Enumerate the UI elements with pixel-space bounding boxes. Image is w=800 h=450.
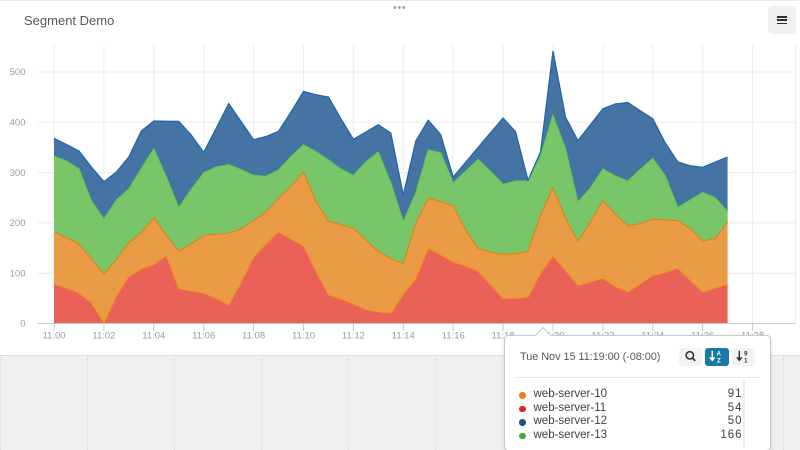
svg-text:200: 200 — [10, 218, 26, 229]
svg-text:A: A — [717, 351, 722, 357]
svg-text:0: 0 — [20, 319, 25, 330]
svg-text:400: 400 — [10, 118, 26, 129]
svg-text:1: 1 — [744, 358, 748, 364]
svg-text:11:10: 11:10 — [292, 331, 315, 342]
svg-text:9: 9 — [744, 351, 748, 357]
svg-text:11:12: 11:12 — [342, 331, 365, 342]
svg-text:11:14: 11:14 — [392, 331, 415, 342]
svg-text:11:18: 11:18 — [492, 331, 515, 342]
svg-text:11:06: 11:06 — [192, 331, 215, 342]
svg-text:11:02: 11:02 — [92, 331, 115, 342]
svg-text:Z: Z — [717, 358, 721, 364]
svg-text:11:16: 11:16 — [442, 331, 465, 342]
svg-text:100: 100 — [10, 268, 26, 279]
svg-text:11:08: 11:08 — [242, 331, 265, 342]
svg-text:11:00: 11:00 — [42, 331, 65, 342]
svg-text:11:04: 11:04 — [142, 331, 165, 342]
svg-text:500: 500 — [10, 67, 26, 78]
svg-text:300: 300 — [10, 168, 26, 179]
